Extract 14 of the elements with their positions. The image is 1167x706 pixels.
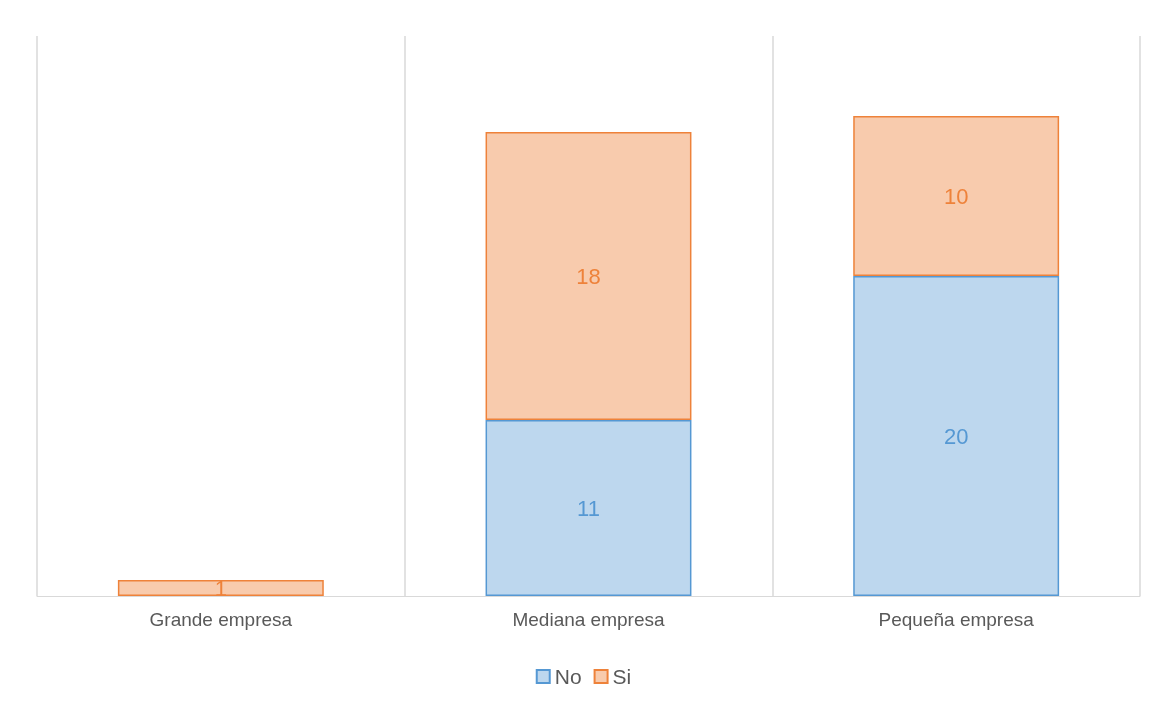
x-tick-label: Grande empresa	[149, 609, 293, 630]
bar	[853, 116, 1060, 276]
data-label: 10	[943, 183, 969, 209]
bar	[485, 132, 692, 420]
data-label: 11	[577, 495, 600, 521]
x-tick-label: Pequeña empresa	[878, 609, 1035, 630]
bar	[853, 276, 1060, 596]
x-tick-label: Mediana empresa	[512, 609, 665, 630]
data-label: 18	[576, 263, 601, 289]
data-label: 20	[943, 423, 969, 449]
legend-label: No	[554, 665, 582, 688]
bar	[117, 580, 324, 596]
legend-label: Si	[612, 665, 632, 688]
bar	[485, 420, 692, 596]
